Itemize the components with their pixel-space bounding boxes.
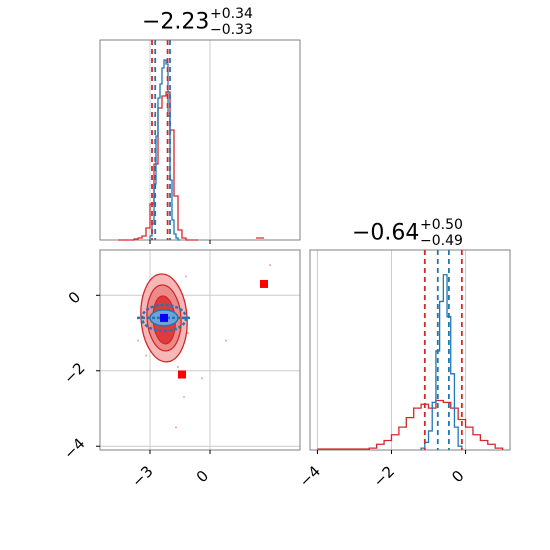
scatter-point <box>145 354 147 357</box>
y-tick-label: −4 <box>60 435 88 463</box>
y-tick-label: 0 <box>65 288 84 307</box>
scatter-point <box>187 332 189 335</box>
right-histogram-panel: −4 −2 0 <box>296 249 511 491</box>
right-histogram-frame <box>309 249 511 451</box>
x-tick-label: −3 <box>128 462 156 490</box>
red-marker <box>178 370 186 379</box>
x-tick-label: −4 <box>296 462 324 490</box>
title-value: −0.64 <box>352 220 420 246</box>
x-tick-label: 0 <box>193 467 212 486</box>
scatter-point <box>149 369 151 372</box>
x-tick-label: −2 <box>370 462 398 490</box>
red-histogram <box>368 399 504 450</box>
scatter-point <box>177 365 179 368</box>
top-histogram-frame <box>99 39 301 241</box>
red-marker <box>260 279 268 288</box>
blue-histogram <box>149 59 180 241</box>
scatter-point <box>175 426 177 429</box>
top-histogram-title: −2.23 +0.34 −0.33 <box>142 7 253 37</box>
scatter-point <box>185 275 187 278</box>
title-plus-error: +0.50 <box>420 217 463 233</box>
title-minus-error: −0.33 <box>210 22 253 38</box>
scatter-point <box>183 396 185 399</box>
blue-histogram <box>420 274 463 450</box>
joint-contour-panel: −3 0 0 −2 −4 <box>60 249 301 491</box>
title-plus-error: +0.34 <box>210 6 253 22</box>
blue-truth-marker <box>160 313 168 322</box>
title-value: −2.23 <box>142 9 210 35</box>
x-tick-label: 0 <box>448 467 467 486</box>
top-histogram-panel <box>99 39 301 244</box>
scatter-point <box>269 264 271 267</box>
scatter-point <box>225 339 227 342</box>
scatter-point <box>137 339 139 342</box>
scatter-point <box>201 377 203 380</box>
y-tick-label: −2 <box>60 359 88 387</box>
joint-frame <box>99 249 301 451</box>
right-histogram-title: −0.64 +0.50 −0.49 <box>352 218 463 248</box>
title-minus-error: −0.49 <box>420 233 463 249</box>
